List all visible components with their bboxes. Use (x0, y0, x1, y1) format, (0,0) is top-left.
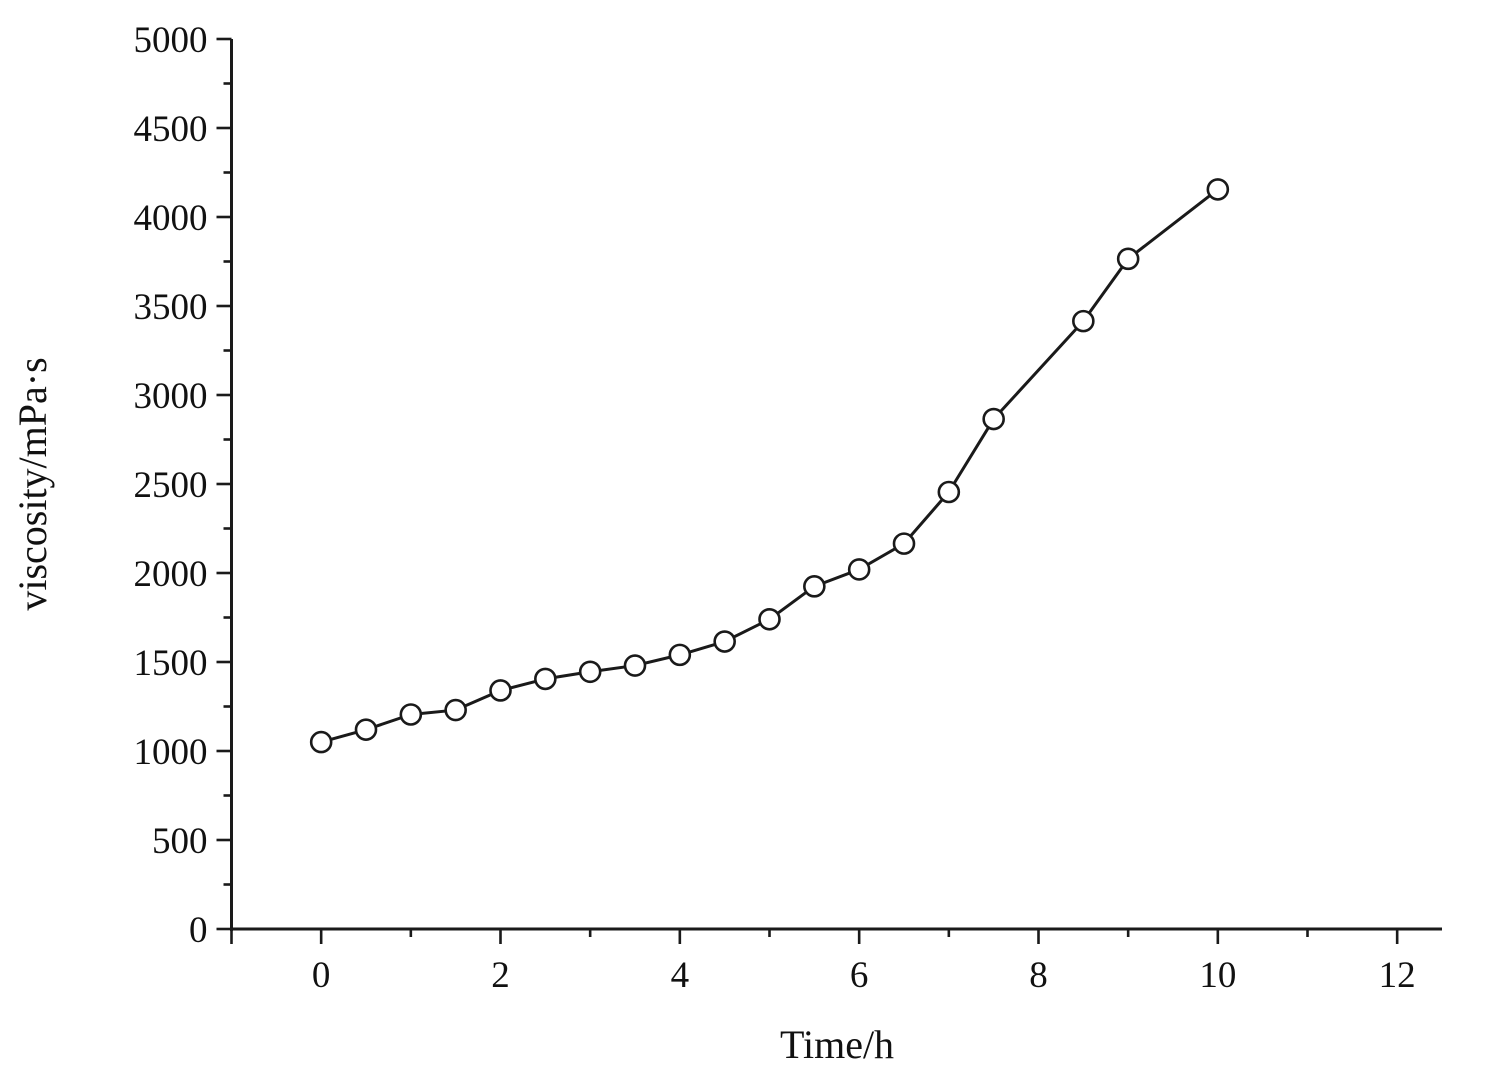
series-line (320, 188, 1219, 744)
x-tick-label: 10 (1199, 955, 1236, 996)
axes (230, 39, 1442, 931)
data-point-marker (937, 480, 961, 504)
tick-marks (216, 37, 1399, 944)
x-tick-label: 12 (1379, 955, 1416, 996)
data-point-marker (1072, 309, 1095, 333)
data-point-marker (1116, 247, 1140, 271)
y-tick-label: 2500 (134, 465, 208, 506)
y-tick-label: 3500 (134, 287, 208, 328)
x-tick-label: 2 (491, 955, 510, 996)
y-tick-label: 2000 (134, 554, 208, 595)
y-tick-label: 3000 (134, 376, 208, 417)
y-tick-label: 1500 (134, 643, 208, 684)
data-point-marker (578, 660, 602, 684)
data-point-marker (803, 575, 826, 598)
x-tick-label: 4 (671, 955, 690, 996)
data-point-marker (354, 718, 378, 741)
y-tick-label: 4500 (134, 109, 208, 150)
data-point-marker (399, 703, 423, 726)
data-point-marker (489, 679, 512, 702)
data-point-marker (982, 407, 1005, 431)
data-point-marker (444, 698, 467, 722)
data-point-marker (1206, 178, 1230, 201)
x-tick-label: 6 (850, 955, 869, 996)
y-tick-label: 500 (152, 821, 208, 862)
data-point-marker (623, 654, 647, 677)
y-tick-label: 1000 (134, 732, 208, 773)
y-tick-label: 5000 (134, 20, 208, 61)
tick-labels: 0 2 4 6 8 10 12 0 500 1000 1500 2000 2500 3000 3500 400… (134, 20, 1416, 996)
x-tick-label: 8 (1029, 955, 1048, 996)
data-point-marker (534, 667, 557, 691)
data-point-marker (309, 730, 333, 754)
data-point-marker (758, 607, 781, 631)
x-tick-label: 0 (312, 955, 331, 996)
data-series (309, 178, 1230, 754)
y-axis-title: viscosity/mPa·s (10, 357, 55, 610)
x-axis-title: Time/h (780, 1022, 894, 1067)
data-point-marker (892, 532, 916, 555)
data-point-marker (713, 630, 736, 653)
data-point-marker (847, 558, 871, 581)
y-tick-label: 0 (189, 910, 208, 951)
data-point-marker (668, 643, 692, 667)
y-tick-label: 4000 (134, 198, 208, 239)
